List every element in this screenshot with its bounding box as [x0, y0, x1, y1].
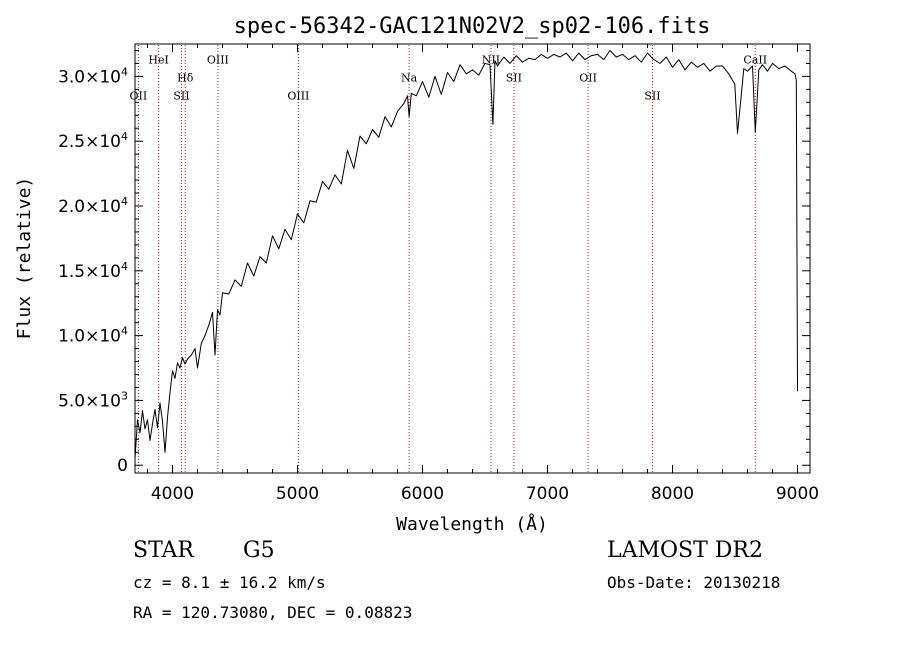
- spectrum-line: [134, 50, 798, 459]
- y-tick-label-4: 2.0×104: [58, 195, 128, 217]
- y-axis-label: Flux (relative): [14, 177, 35, 340]
- y-tick-label-1: 5.0×103: [58, 389, 128, 411]
- line-label-11: CaII: [743, 53, 767, 66]
- y-axis-ticks: 0 5.0×103 1.0×104 1.5×104 2.0×104 2.5×104 3.0×…: [58, 49, 810, 476]
- chart-title: spec-56342-GAC121N02V2_sp02-106.fits: [234, 14, 711, 39]
- line-label-9: OII: [579, 72, 597, 85]
- line-label-1: HeI: [148, 53, 168, 66]
- y-tick-label-0: 0: [117, 456, 128, 476]
- line-label-5: OIII: [287, 90, 309, 103]
- line-label-6: Na: [401, 72, 418, 85]
- y-tick-label-5: 2.5×104: [58, 130, 128, 152]
- object-subclass: G5: [243, 538, 275, 563]
- line-label-2: SII: [173, 90, 189, 103]
- object-class: STAR: [133, 538, 194, 563]
- line-label-10: SII: [644, 90, 660, 103]
- x-tick-label-3: 7000: [526, 484, 569, 504]
- line-label-0: OII: [130, 90, 148, 103]
- line-label-7: NII: [482, 53, 500, 66]
- y-tick-label-3: 1.5×104: [58, 260, 128, 282]
- x-axis-ticks: 4000 5000 6000 7000 8000 9000: [147, 44, 819, 504]
- x-tick-label-0: 4000: [151, 484, 194, 504]
- x-axis-label: Wavelength (Å): [396, 513, 548, 535]
- plot-frame: [134, 43, 811, 474]
- x-tick-label-1: 5000: [276, 484, 319, 504]
- x-tick-label-4: 8000: [651, 484, 694, 504]
- redshift-readout: cz = 8.1 ± 16.2 km/s: [133, 573, 326, 592]
- observation-date: Obs-Date: 20130218: [607, 573, 781, 592]
- line-label-4: OIII: [207, 53, 229, 66]
- y-tick-label-2: 1.0×104: [58, 325, 128, 347]
- x-tick-label-2: 6000: [401, 484, 444, 504]
- y-tick-label-6: 3.0×104: [58, 65, 128, 87]
- x-tick-label-5: 9000: [776, 484, 819, 504]
- coordinates-readout: RA = 120.73080, DEC = 0.08823: [133, 603, 413, 622]
- spectral-line-labels: OII HeI SII Hδ OIII OIII Na NII SII OII SII CaII: [130, 53, 768, 102]
- line-label-8: SII: [506, 72, 522, 85]
- survey-name: LAMOST DR2: [607, 538, 763, 563]
- line-label-3: Hδ: [177, 72, 194, 85]
- spectral-line-markers: [137, 45, 756, 472]
